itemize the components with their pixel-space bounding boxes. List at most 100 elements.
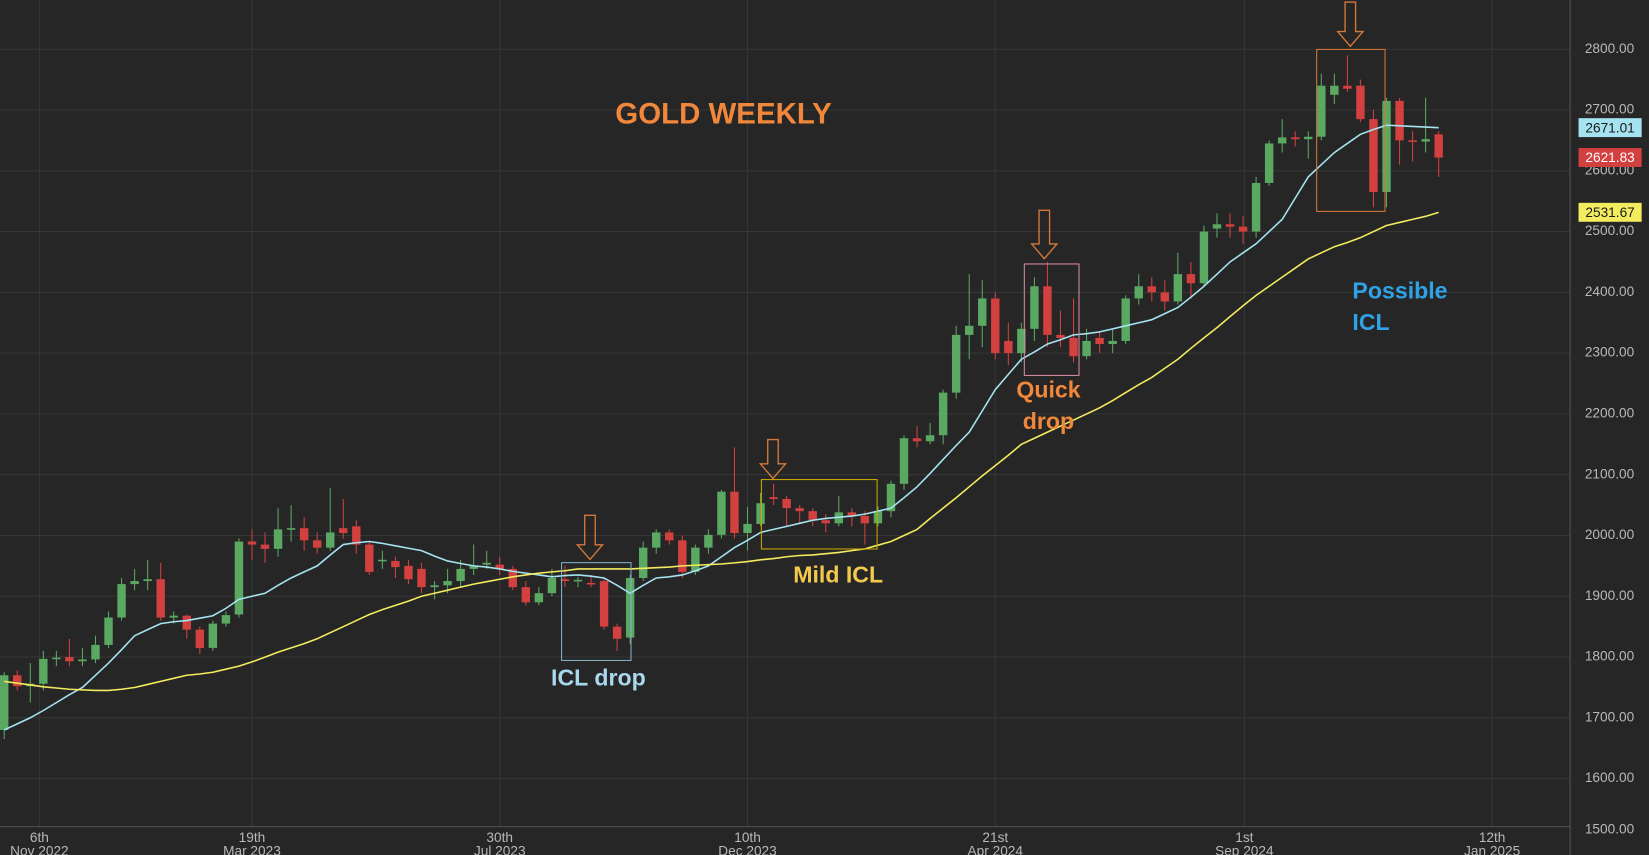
- candle-body: [769, 497, 778, 500]
- candle-body: [378, 559, 387, 562]
- candle-body: [117, 584, 126, 618]
- candle-body: [534, 593, 544, 603]
- annotation: Quick: [1016, 376, 1080, 402]
- candle-body: [482, 562, 491, 565]
- y-tick-label: 1800.00: [1585, 649, 1635, 664]
- candle-body: [247, 541, 257, 545]
- candle-body: [1186, 274, 1196, 284]
- candle-body: [1147, 286, 1156, 293]
- y-tick-label: 2500.00: [1585, 223, 1635, 238]
- moving-average: [4, 211, 1439, 692]
- candle-body: [1369, 119, 1378, 193]
- candle-body: [456, 568, 465, 582]
- candle-body: [1277, 137, 1287, 144]
- candle-body: [1004, 340, 1013, 354]
- candle-body: [756, 503, 765, 524]
- candle-body: [234, 541, 244, 615]
- candle-body: [1434, 134, 1443, 158]
- arrow: [758, 438, 788, 480]
- candle-body: [938, 392, 948, 436]
- x-tick-label: Apr 2024: [968, 843, 1024, 855]
- arrows: [575, 1, 1365, 561]
- candle-body: [1121, 298, 1130, 341]
- candle-body: [1264, 143, 1274, 183]
- annotation: Mild ICL: [793, 561, 883, 587]
- price-badge: [1578, 118, 1642, 138]
- candle-body: [1251, 182, 1261, 232]
- candle-body: [899, 438, 909, 484]
- x-tick-label: 10th: [734, 830, 761, 845]
- candle-body: [1291, 137, 1300, 140]
- candle-body: [1408, 140, 1417, 142]
- candle-body: [612, 626, 622, 639]
- y-tick-label: 2400.00: [1585, 284, 1635, 299]
- candle-body: [1160, 292, 1170, 302]
- candle-body: [352, 526, 361, 545]
- y-tick-label: 2300.00: [1585, 345, 1635, 360]
- x-tick-label: Sep 2024: [1215, 843, 1274, 855]
- candle-body: [508, 568, 517, 588]
- candle-body: [39, 658, 48, 684]
- candle-body: [1056, 334, 1065, 338]
- top-box: [1316, 48, 1386, 212]
- candle-body: [156, 579, 165, 618]
- price-badge: [1578, 148, 1642, 167]
- candle-body: [573, 579, 583, 582]
- candle-body: [130, 581, 139, 585]
- candle-body: [1238, 226, 1248, 232]
- x-tick-label: Jul 2023: [474, 843, 526, 855]
- candle-body: [1069, 337, 1078, 357]
- candle-body: [169, 615, 178, 618]
- candle-body: [886, 483, 896, 512]
- candle-body: [965, 325, 974, 335]
- candle-body: [599, 581, 609, 627]
- candle-body: [1134, 286, 1143, 299]
- candle-body: [547, 578, 557, 594]
- candle-body: [1395, 100, 1404, 141]
- candle-body: [312, 540, 322, 548]
- grid: [0, 0, 1571, 827]
- x-tick-label: 12th: [1479, 830, 1506, 845]
- candle-body: [469, 565, 478, 569]
- price-badge-label: 2531.67: [1585, 205, 1634, 220]
- candle-body: [821, 520, 830, 524]
- y-tick-label: 2000.00: [1585, 527, 1635, 542]
- x-tick-label: 1st: [1235, 830, 1253, 845]
- x-tick-label: 30th: [486, 830, 513, 845]
- candle-body: [65, 657, 74, 662]
- arrow: [575, 514, 605, 561]
- candle-body: [404, 565, 413, 580]
- candle-body: [743, 523, 752, 534]
- candle-body: [326, 532, 335, 548]
- candle-body: [430, 585, 439, 588]
- mild-box: [760, 479, 878, 550]
- candle-body: [91, 644, 100, 660]
- y-tick-label: 1600.00: [1585, 770, 1635, 785]
- candle-body: [1212, 224, 1222, 229]
- candle-body: [808, 511, 817, 521]
- arrow: [1336, 1, 1365, 48]
- x-tick-label: Dec 2023: [718, 843, 776, 855]
- candle-body: [586, 582, 596, 585]
- candle-body: [730, 491, 739, 534]
- icl-box: [561, 562, 632, 661]
- candle-body: [365, 544, 374, 572]
- candle-body: [1017, 328, 1026, 354]
- annotation: ICL drop: [551, 664, 646, 690]
- candle-body: [221, 615, 231, 624]
- candle-body: [560, 579, 570, 582]
- x-tick-label: 6th: [30, 830, 49, 845]
- candle-body: [912, 438, 922, 442]
- annotation: ICL: [1352, 309, 1389, 335]
- x-tick-label: 19th: [239, 830, 266, 845]
- candle-body: [208, 623, 218, 648]
- candle-body: [717, 491, 726, 535]
- candle-body: [417, 568, 426, 588]
- candle-body: [704, 534, 713, 548]
- candle-body: [1043, 286, 1052, 335]
- annotation-boxes: [561, 48, 1386, 661]
- candle-body: [521, 587, 531, 603]
- price-badge-label: 2621.83: [1585, 150, 1634, 165]
